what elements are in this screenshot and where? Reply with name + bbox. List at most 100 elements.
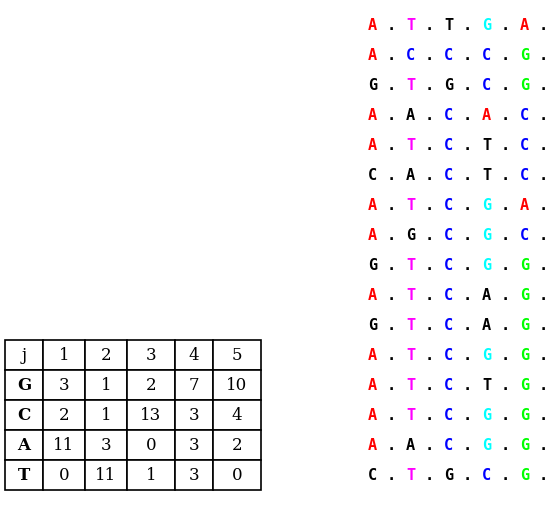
- Text: .: .: [501, 378, 510, 393]
- Text: G: G: [520, 467, 529, 483]
- Text: .: .: [387, 77, 396, 93]
- Bar: [43, 400, 85, 430]
- Text: G: G: [444, 77, 453, 93]
- Text: 2: 2: [100, 346, 111, 363]
- Text: A: A: [368, 288, 377, 303]
- Text: T: T: [18, 466, 30, 484]
- Text: G: G: [368, 318, 377, 332]
- Text: G: G: [482, 198, 491, 213]
- Text: .: .: [387, 47, 396, 62]
- Text: .: .: [387, 318, 396, 332]
- Text: T: T: [406, 408, 415, 422]
- Text: .: .: [501, 18, 510, 32]
- Text: 13: 13: [141, 407, 162, 423]
- Text: G: G: [520, 77, 529, 93]
- Text: G: G: [520, 408, 529, 422]
- Text: G: G: [17, 376, 31, 394]
- Text: .: .: [501, 347, 510, 362]
- Text: C: C: [444, 47, 453, 62]
- Text: T: T: [482, 137, 491, 152]
- Text: .: .: [387, 137, 396, 152]
- Text: G: G: [482, 408, 491, 422]
- Text: A: A: [368, 228, 377, 242]
- Text: 1: 1: [100, 407, 111, 423]
- Text: .: .: [539, 437, 548, 452]
- Text: T: T: [406, 318, 415, 332]
- Text: 7: 7: [189, 376, 199, 394]
- Text: C: C: [482, 77, 491, 93]
- Text: A: A: [368, 347, 377, 362]
- Text: C: C: [444, 198, 453, 213]
- Text: 11: 11: [95, 466, 117, 484]
- Bar: [127, 370, 175, 400]
- Text: .: .: [425, 288, 434, 303]
- Text: .: .: [425, 408, 434, 422]
- Bar: [43, 460, 85, 490]
- Text: G: G: [406, 228, 415, 242]
- Text: .: .: [425, 228, 434, 242]
- Text: .: .: [501, 318, 510, 332]
- Text: .: .: [539, 18, 548, 32]
- Text: .: .: [501, 467, 510, 483]
- Text: .: .: [463, 347, 472, 362]
- Text: .: .: [463, 378, 472, 393]
- Text: 3: 3: [146, 346, 156, 363]
- Text: A: A: [482, 288, 491, 303]
- Text: .: .: [539, 257, 548, 272]
- Text: G: G: [368, 77, 377, 93]
- Text: .: .: [425, 437, 434, 452]
- Text: G: G: [482, 228, 491, 242]
- Text: 2: 2: [59, 407, 69, 423]
- Text: .: .: [387, 437, 396, 452]
- Text: C: C: [444, 347, 453, 362]
- Bar: [5, 460, 43, 490]
- Text: T: T: [406, 137, 415, 152]
- Text: G: G: [520, 437, 529, 452]
- Text: C: C: [520, 137, 529, 152]
- Text: C: C: [444, 288, 453, 303]
- Text: C: C: [17, 407, 31, 423]
- Text: .: .: [463, 167, 472, 183]
- Text: .: .: [463, 228, 472, 242]
- Bar: [175, 370, 213, 400]
- Bar: [43, 370, 85, 400]
- Text: G: G: [520, 318, 529, 332]
- Bar: [127, 400, 175, 430]
- Text: .: .: [463, 47, 472, 62]
- Text: .: .: [463, 18, 472, 32]
- Text: A: A: [482, 108, 491, 123]
- Text: T: T: [406, 77, 415, 93]
- Bar: [213, 460, 261, 490]
- Text: .: .: [387, 108, 396, 123]
- Text: C: C: [406, 47, 415, 62]
- Text: 2: 2: [146, 376, 156, 394]
- Text: .: .: [501, 437, 510, 452]
- Text: 2: 2: [232, 436, 242, 453]
- Text: G: G: [482, 347, 491, 362]
- Text: 4: 4: [189, 346, 199, 363]
- Bar: [175, 340, 213, 370]
- Text: .: .: [539, 198, 548, 213]
- Bar: [127, 430, 175, 460]
- Bar: [175, 460, 213, 490]
- Text: G: G: [482, 18, 491, 32]
- Text: 10: 10: [227, 376, 248, 394]
- Text: C: C: [482, 467, 491, 483]
- Text: .: .: [539, 137, 548, 152]
- Text: .: .: [387, 467, 396, 483]
- Text: 1: 1: [59, 346, 69, 363]
- Text: C: C: [520, 108, 529, 123]
- Text: 0: 0: [59, 466, 69, 484]
- Text: A: A: [406, 108, 415, 123]
- Text: .: .: [501, 47, 510, 62]
- Bar: [85, 430, 127, 460]
- Bar: [127, 460, 175, 490]
- Text: C: C: [482, 47, 491, 62]
- Text: .: .: [539, 378, 548, 393]
- Text: T: T: [406, 18, 415, 32]
- Text: .: .: [425, 257, 434, 272]
- Text: G: G: [520, 347, 529, 362]
- Text: .: .: [425, 77, 434, 93]
- Text: .: .: [501, 198, 510, 213]
- Text: C: C: [368, 467, 377, 483]
